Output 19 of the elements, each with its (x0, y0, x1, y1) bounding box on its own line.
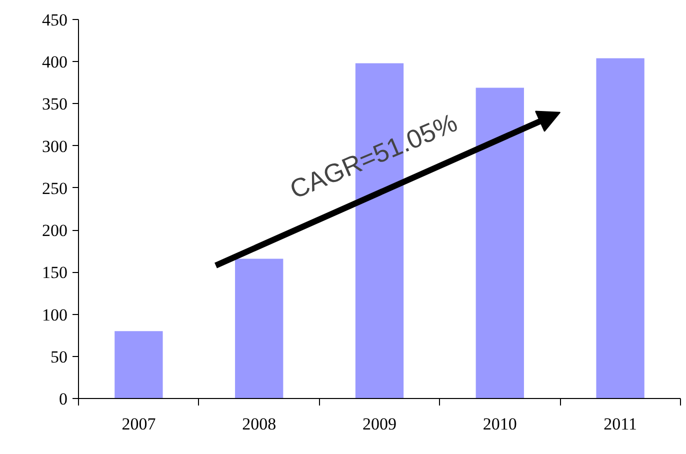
y-tick-label: 0 (59, 390, 68, 408)
y-tick-label: 300 (42, 136, 68, 156)
x-tick-label: 2011 (604, 414, 637, 434)
y-tick-label: 400 (42, 52, 68, 72)
bar (235, 258, 284, 398)
x-tick-label: 2009 (362, 414, 396, 434)
y-tick-label: 50 (50, 347, 68, 366)
x-tick-label: 2007 (122, 414, 156, 434)
bar (476, 88, 524, 398)
y-tick-label: 350 (42, 94, 68, 114)
y-tick-label: 100 (42, 305, 68, 324)
bar (596, 58, 644, 398)
y-tick-label: 250 (42, 178, 68, 198)
x-tick-label: 2010 (482, 414, 517, 434)
y-tick-label: 450 (42, 10, 68, 30)
y-tick-label: 200 (42, 221, 68, 240)
x-tick-label: 2008 (242, 414, 276, 434)
bar (114, 331, 163, 398)
y-tick-label: 150 (42, 263, 68, 282)
